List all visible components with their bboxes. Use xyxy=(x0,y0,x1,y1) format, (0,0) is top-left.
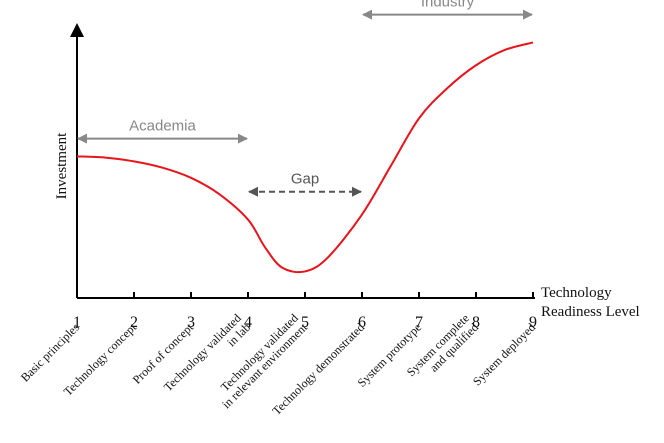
x-tick-label: 2 xyxy=(130,314,138,331)
y-axis-title: Investment xyxy=(54,132,70,199)
annotation-label: Industry xyxy=(421,0,475,11)
x-axis-title-line-2: Readiness Level xyxy=(541,304,640,320)
x-tick-labels: 1 2 3 4 5 6 7 8 9 xyxy=(73,314,537,331)
x-tick-label: 6 xyxy=(358,314,366,331)
investment-curve xyxy=(76,41,534,274)
x-tick-label: 5 xyxy=(301,314,309,331)
x-tick-label: 1 xyxy=(73,314,81,331)
x-ticks xyxy=(76,292,534,298)
annotation-label: Gap xyxy=(291,171,319,188)
annotation-label: Academia xyxy=(129,118,196,135)
x-tick-label: 4 xyxy=(244,314,252,331)
x-tick-label: 8 xyxy=(472,314,480,331)
x-axis-title: Technology Readiness Level xyxy=(541,285,640,320)
x-tick-label: 7 xyxy=(415,314,423,331)
x-tick-label: 9 xyxy=(529,314,537,331)
range-annotations: Academia Gap Industry xyxy=(77,0,533,197)
category-label: Basic principles xyxy=(18,320,83,385)
x-tick-label: 3 xyxy=(187,314,195,331)
x-axis-title-line-1: Technology xyxy=(541,285,612,301)
